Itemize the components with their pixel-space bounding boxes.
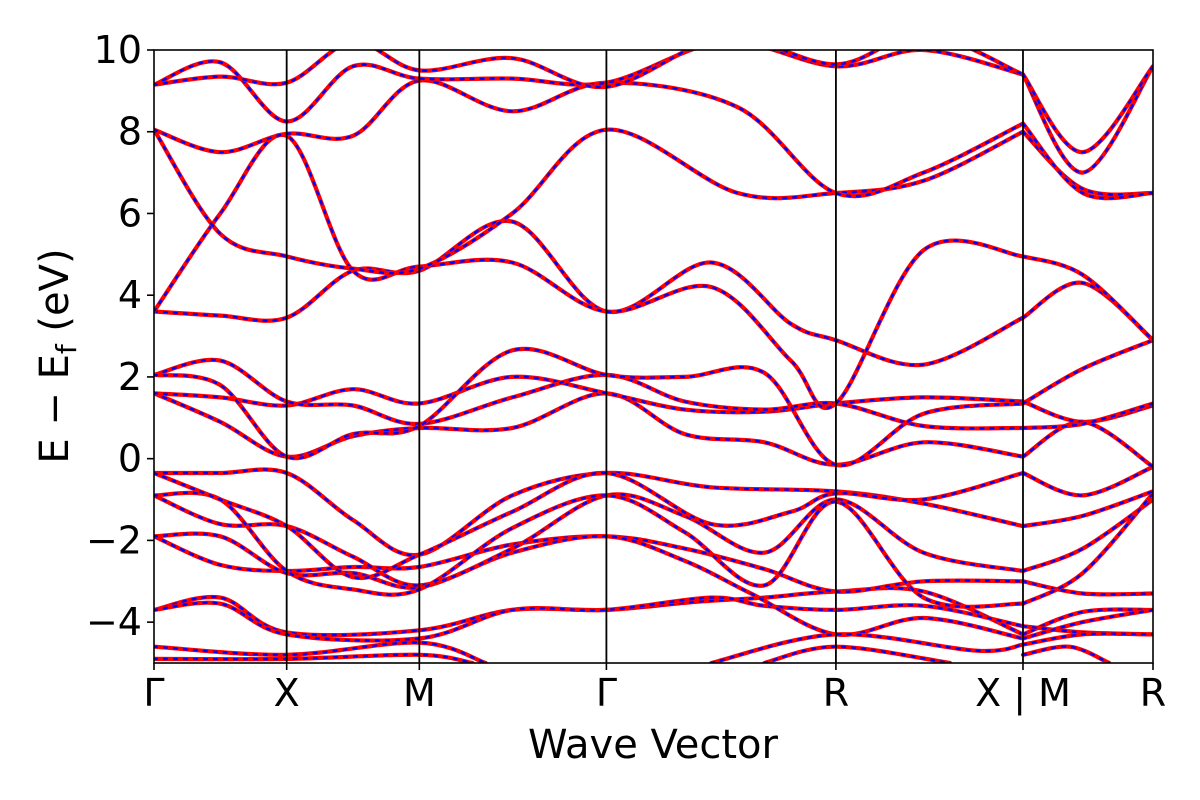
y-tick-label-5: 6: [118, 191, 142, 235]
x-tick-label-1: X: [274, 671, 300, 715]
band-18-segment-1-dotted: [710, 633, 1025, 663]
y-tick-label-7: 10: [94, 28, 142, 72]
band-7-segment-1-solid: [1020, 464, 1153, 498]
x-axis-label: Wave Vector: [528, 722, 779, 768]
bands-layer: [154, 50, 1153, 663]
band-4-segment-1-solid: [1020, 497, 1153, 574]
high-symmetry-lines: [285, 50, 1024, 663]
y-axis-label: E − Ef (eV): [32, 248, 83, 463]
band-10-segment-1-dotted: [1021, 402, 1153, 430]
band-15-segment-1-solid: [1020, 121, 1153, 201]
y-tick-label-0: −4: [86, 600, 142, 644]
band-11-segment-1-dotted: [1021, 339, 1153, 405]
band-17-segment-1-dotted: [1021, 65, 1153, 154]
band-14-segment-0-solid: [154, 127, 1026, 276]
band-16-segment-1-dotted: [1021, 65, 1153, 174]
y-axis-label-unit: (eV): [32, 248, 78, 344]
band-12-segment-1-dotted: [1021, 281, 1153, 342]
x-tick-label-6: R: [1140, 671, 1166, 715]
band-3-segment-1-dotted: [1021, 608, 1153, 640]
x-tick-label-4: R: [823, 671, 849, 715]
band-19-segment-2-solid: [1020, 644, 1112, 663]
band-1-segment-0-solid: [154, 595, 1026, 643]
band-17-segment-0-solid: [154, 50, 1026, 90]
band-12-segment-1-solid: [1020, 280, 1153, 343]
band-15-segment-1-dotted: [1021, 122, 1153, 200]
band-7-segment-1-dotted: [1021, 465, 1153, 497]
band-11-segment-1-solid: [1020, 338, 1153, 406]
band-4-segment-1-dotted: [1021, 498, 1153, 573]
y-tick-label-4: 4: [118, 273, 142, 317]
x-axis-ticks: Γ X M Γ R X | M R: [143, 663, 1166, 716]
x-tick-label-5: X | M: [975, 671, 1071, 716]
y-axis-label-subscript: f: [50, 343, 83, 354]
band-19-segment-2-dotted: [1021, 645, 1111, 663]
x-tick-label-3: Γ: [596, 671, 617, 715]
band-5-segment-0-dotted: [154, 491, 1025, 608]
band-18-segment-2-dotted: [1021, 632, 1153, 646]
band-15-segment-0-dotted: [154, 79, 1025, 198]
band-19-segment-1-solid: [762, 644, 953, 663]
band-18-segment-2-solid: [1020, 631, 1153, 647]
x-tick-label-2: M: [403, 671, 436, 715]
band-14-segment-0-dotted: [154, 128, 1025, 275]
band-1-segment-0-dotted: [154, 596, 1025, 642]
band-16-segment-0-solid: [154, 50, 1026, 124]
band-6-segment-1-dotted: [1021, 490, 1153, 528]
band-14-segment-1-solid: [1020, 129, 1153, 197]
band-13-segment-1-dotted: [1021, 255, 1153, 342]
band-6-segment-0-solid: [154, 467, 1026, 558]
band-15-segment-0-solid: [154, 78, 1026, 199]
x-tick-label-0: Γ: [143, 671, 164, 715]
band-19-segment-0-dotted: [154, 653, 474, 663]
y-axis-label-main: E − E: [32, 354, 78, 464]
band-2-segment-1-solid: [1020, 579, 1153, 597]
band-16-segment-1-solid: [1020, 64, 1153, 175]
y-tick-label-6: 8: [118, 110, 142, 154]
band-14-segment-1-dotted: [1021, 130, 1153, 196]
band-2-segment-1-dotted: [1021, 580, 1153, 596]
band-10-segment-0-dotted: [154, 358, 1025, 430]
band-13-segment-0-dotted: [154, 133, 1025, 410]
band-6-segment-0-dotted: [154, 468, 1025, 557]
y-tick-label-3: 2: [118, 355, 142, 399]
band-13-segment-0-solid: [154, 132, 1026, 411]
band-18-segment-0-dotted: [154, 641, 487, 663]
y-tick-label-2: 0: [118, 437, 142, 481]
band-13-segment-1-solid: [1020, 254, 1153, 343]
band-10-segment-1-solid: [1020, 401, 1153, 431]
band-11-segment-0-dotted: [154, 347, 1025, 467]
plot-frame: [153, 49, 1154, 664]
y-tick-label-1: −2: [86, 518, 142, 562]
band-5-segment-1-dotted: [1021, 492, 1153, 605]
band-0-segment-1-dotted: [1021, 608, 1153, 636]
y-axis-ticks: −4 −2 0 2 4 6 8 10: [86, 28, 154, 644]
band-17-segment-0-dotted: [154, 50, 1025, 89]
